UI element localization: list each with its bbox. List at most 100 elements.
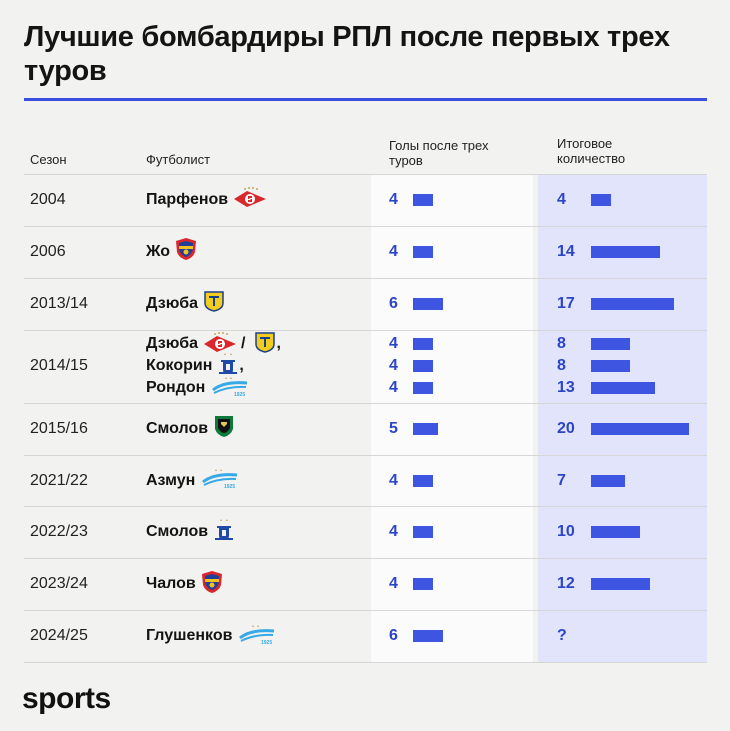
goals-value: 5 xyxy=(389,419,398,437)
goals-bar xyxy=(413,474,433,487)
total-bar xyxy=(591,474,626,487)
goals-value: 4 xyxy=(389,190,398,208)
goals-bar xyxy=(413,526,433,539)
goals-value: 4 xyxy=(389,335,398,353)
season-cell: 2015/16 xyxy=(30,419,88,437)
total-bar xyxy=(591,338,631,351)
header-total: Итоговое количество xyxy=(557,136,626,166)
total-bar xyxy=(591,526,640,539)
player-name: Дзюба xyxy=(146,335,198,353)
total-value: 7 xyxy=(557,471,566,489)
total-value: 14 xyxy=(557,242,575,260)
header-season: Сезон xyxy=(30,152,67,167)
goals-bar xyxy=(413,360,433,373)
spartak-logo-icon xyxy=(233,186,267,213)
player-name: Рондон xyxy=(146,379,206,397)
player-cell: Дзюба /, xyxy=(146,331,281,358)
goals-bar xyxy=(413,382,433,395)
krasnodar-logo-icon xyxy=(213,414,235,443)
total-bar xyxy=(591,297,675,310)
title-underline xyxy=(24,98,707,101)
cska-logo-icon xyxy=(201,570,223,599)
player-cell: Дзюба xyxy=(146,290,225,317)
player-suffix: , xyxy=(276,335,281,353)
total-value: 8 xyxy=(557,357,566,375)
goals-value: 4 xyxy=(389,575,398,593)
svg-text:1925: 1925 xyxy=(224,484,235,489)
total-bar xyxy=(591,578,650,591)
row-separator xyxy=(24,558,707,560)
goals-value: 4 xyxy=(389,242,398,260)
row-separator xyxy=(24,174,707,175)
row-separator xyxy=(24,329,707,331)
player-cell: Кокорин, xyxy=(146,352,244,377)
season-cell: 2023/24 xyxy=(30,575,88,593)
zenit-logo-icon: 1925 xyxy=(200,467,240,494)
season-cell: 2004 xyxy=(30,190,66,208)
total-value: 12 xyxy=(557,575,575,593)
player-cell: Смолов xyxy=(146,518,235,543)
total-value: 20 xyxy=(557,419,575,437)
total-value: 8 xyxy=(557,335,566,353)
player-name: Парфенов xyxy=(146,190,229,208)
goals-bar xyxy=(413,578,433,591)
svg-text:1925: 1925 xyxy=(261,640,272,645)
total-value: ? xyxy=(557,627,567,645)
player-name: Кокорин xyxy=(146,357,213,375)
goals-bar xyxy=(413,338,433,351)
goals-bar xyxy=(413,422,438,435)
total-bar xyxy=(591,360,631,373)
rostov-logo-icon xyxy=(254,331,276,358)
rostov-logo-icon xyxy=(203,290,225,317)
player-name: Жо xyxy=(146,242,171,260)
player-cell: Жо xyxy=(146,238,197,263)
row-separator xyxy=(24,402,707,404)
total-bar xyxy=(591,422,689,435)
player-name: Дзюба xyxy=(146,294,198,312)
total-value: 13 xyxy=(557,379,575,397)
player-cell: Азмун 1925 xyxy=(146,467,240,494)
total-bar xyxy=(591,193,611,206)
header-goals-three-rounds: Голы после трех туров xyxy=(389,138,489,168)
goals-bar xyxy=(413,193,433,206)
season-cell: 2022/23 xyxy=(30,523,88,541)
player-suffix: , xyxy=(239,357,244,375)
season-cell: 2021/22 xyxy=(30,471,88,489)
row-separator xyxy=(24,610,707,612)
brand-logo: sports xyxy=(22,682,111,715)
total-bar xyxy=(591,382,655,395)
player-name: Смолов xyxy=(146,419,209,437)
cska-logo-icon xyxy=(175,237,197,266)
season-cell: 2013/14 xyxy=(30,294,88,312)
goals-column-background xyxy=(371,174,533,662)
zenit-logo-icon: 1925 xyxy=(210,375,250,402)
total-bar xyxy=(591,245,660,258)
player-name: Азмун xyxy=(146,471,196,489)
row-separator xyxy=(24,277,707,279)
player-name: Смолов xyxy=(146,523,209,541)
club-separator: / xyxy=(240,335,246,353)
total-value: 17 xyxy=(557,294,575,312)
player-cell: Смолов xyxy=(146,416,235,440)
season-cell: 2006 xyxy=(30,242,66,260)
goals-value: 4 xyxy=(389,379,398,397)
goals-value: 6 xyxy=(389,627,398,645)
player-name: Чалов xyxy=(146,575,196,593)
svg-text:1925: 1925 xyxy=(234,392,245,397)
spartak-logo-icon xyxy=(203,331,237,358)
dynamo-logo-icon xyxy=(213,518,235,547)
season-cell: 2024/25 xyxy=(30,627,88,645)
goals-bar xyxy=(413,297,443,310)
goals-value: 4 xyxy=(389,523,398,541)
row-separator xyxy=(24,506,707,508)
goals-bar xyxy=(413,630,443,643)
row-separator xyxy=(24,225,707,227)
page-title: Лучшие бомбардиры РПЛ после первых трех … xyxy=(24,21,670,87)
goals-bar xyxy=(413,245,433,258)
dynamo-logo-icon xyxy=(217,352,239,381)
total-value: 4 xyxy=(557,190,566,208)
season-cell: 2014/15 xyxy=(30,357,88,375)
goals-value: 4 xyxy=(389,357,398,375)
player-cell: Чалов xyxy=(146,570,223,595)
total-value: 10 xyxy=(557,523,575,541)
